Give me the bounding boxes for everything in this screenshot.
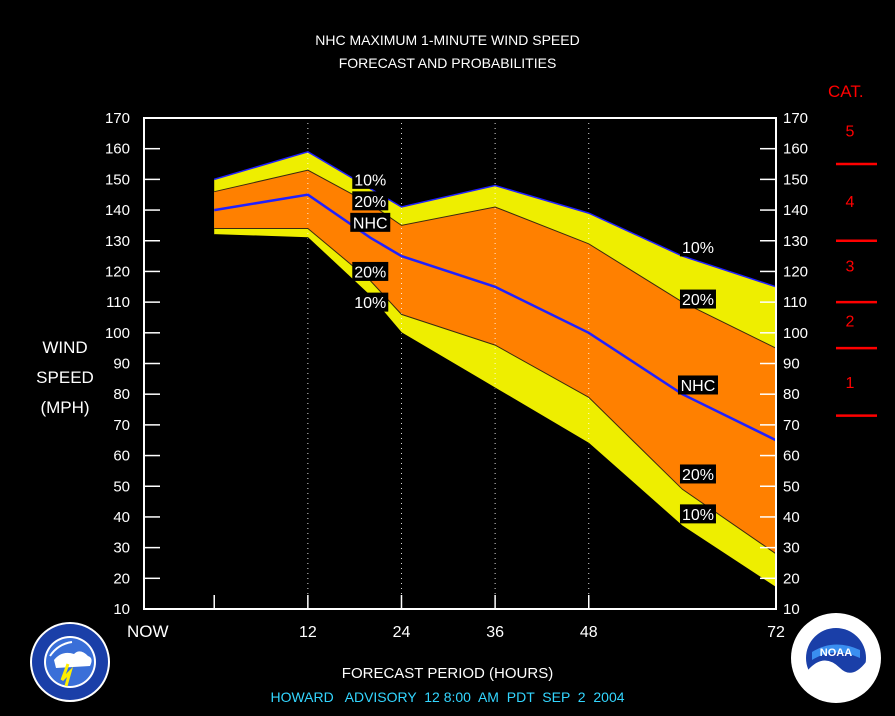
- y-tick-label-right-120: 120: [783, 263, 808, 280]
- y-tick-label-left-150: 150: [105, 171, 130, 188]
- y-tick-label-left-80: 80: [113, 386, 130, 403]
- x-tick-label-12: 12: [299, 624, 317, 641]
- series-line-20pct-lower: [214, 228, 777, 555]
- y-tick-label-left-110: 110: [106, 294, 130, 311]
- y-tick-label-left-40: 40: [113, 509, 130, 526]
- chart-title: NHC MAXIMUM 1-MINUTE WIND SPEED: [315, 32, 580, 48]
- point-label-2: NHC: [350, 212, 391, 232]
- point-label-0: 10%: [352, 169, 389, 189]
- point-label-text-7: NHC: [681, 378, 716, 395]
- point-label-text-2: NHC: [353, 215, 388, 232]
- y-tick-label-left-30: 30: [113, 540, 130, 557]
- category-label-4: 4: [846, 194, 855, 211]
- category-title: CAT.: [828, 82, 864, 101]
- y-tick-label-right-60: 60: [783, 448, 800, 465]
- svg-text:NOAA: NOAA: [820, 647, 852, 659]
- y-axis-label-line1: WIND: [42, 338, 88, 357]
- point-label-text-6: 20%: [682, 292, 714, 309]
- y-tick-label-right-50: 50: [783, 478, 800, 495]
- series-line-10pct-upper: [213, 150, 777, 288]
- point-label-text-1: 20%: [354, 194, 386, 211]
- y-tick-label-left-50: 50: [113, 478, 130, 495]
- y-tick-label-right-10: 10: [783, 601, 800, 618]
- x-tick-label-48: 48: [580, 624, 598, 641]
- point-label-text-8: 20%: [682, 467, 714, 484]
- category-label-1: 1: [846, 375, 855, 392]
- point-label-box-4: [352, 292, 389, 312]
- y-tick-label-right-170: 170: [783, 110, 808, 127]
- y-tick-label-right-140: 140: [783, 202, 808, 219]
- point-label-5: 10%: [679, 237, 716, 257]
- y-tick-label-left-170: 170: [105, 110, 130, 127]
- y-tick-label-right-100: 100: [783, 325, 808, 342]
- advisory-footer: HOWARD ADVISORY 12 8:00 AM PDT SEP 2 200…: [270, 689, 625, 705]
- category-label-5: 5: [846, 123, 855, 140]
- point-label-4: 10%: [352, 292, 389, 312]
- point-label-box-1: [352, 191, 389, 211]
- point-label-box-5: [679, 237, 716, 257]
- x-tick-label-24: 24: [393, 624, 411, 641]
- category-label-2: 2: [846, 314, 855, 331]
- point-label-box-6: [679, 289, 716, 309]
- y-tick-label-right-130: 130: [783, 233, 808, 250]
- y-axis-label-line2: SPEED: [36, 368, 94, 387]
- point-label-9: 10%: [679, 504, 716, 524]
- category-label-3: 3: [846, 258, 855, 275]
- point-label-6: 20%: [679, 289, 716, 309]
- y-tick-label-left-10: 10: [113, 601, 130, 618]
- y-tick-label-left-120: 120: [105, 263, 130, 280]
- y-tick-label-left-160: 160: [105, 141, 130, 158]
- chart-subtitle: FORECAST AND PROBABILITIES: [338, 55, 557, 71]
- x-tick-label-36: 36: [486, 624, 504, 641]
- y-tick-label-left-70: 70: [113, 417, 130, 434]
- point-label-7: NHC: [677, 375, 718, 395]
- point-label-text-4: 10%: [354, 295, 386, 312]
- point-label-box-8: [679, 464, 716, 484]
- point-label-box-9: [679, 504, 716, 524]
- y-tick-label-right-30: 30: [783, 540, 800, 557]
- y-axis-label-line3: (MPH): [40, 398, 90, 417]
- y-tick-label-right-70: 70: [783, 417, 800, 434]
- point-label-box-3: [352, 261, 389, 281]
- y-tick-label-right-110: 110: [783, 294, 807, 311]
- point-label-1: 20%: [352, 191, 389, 211]
- y-tick-label-right-40: 40: [783, 509, 800, 526]
- y-tick-label-right-150: 150: [783, 171, 808, 188]
- point-label-text-3: 20%: [354, 264, 386, 281]
- point-label-box-0: [352, 169, 389, 189]
- x-tick-label-72: 72: [767, 624, 785, 641]
- y-tick-label-right-90: 90: [783, 356, 800, 373]
- point-label-text-5: 10%: [682, 240, 714, 257]
- series-line-nhc: [213, 193, 777, 442]
- x-axis-label: FORECAST PERIOD (HOURS): [341, 665, 554, 682]
- y-tick-label-left-60: 60: [113, 448, 130, 465]
- y-tick-label-right-20: 20: [783, 570, 800, 587]
- point-label-box-7: [677, 375, 718, 395]
- y-tick-label-left-100: 100: [105, 325, 130, 342]
- point-label-text-9: 10%: [682, 507, 714, 524]
- point-label-3: 20%: [352, 261, 389, 281]
- point-label-box-2: [350, 212, 391, 232]
- y-tick-label-right-160: 160: [783, 141, 808, 158]
- y-tick-label-left-130: 130: [105, 233, 130, 250]
- series-line-20pct-upper: [214, 169, 777, 349]
- y-tick-label-left-90: 90: [113, 356, 130, 373]
- y-tick-label-right-80: 80: [783, 386, 800, 403]
- point-label-8: 20%: [679, 464, 716, 484]
- x-tick-label-NOW: NOW: [127, 622, 169, 641]
- point-label-text-0: 10%: [354, 172, 386, 189]
- series-line-10pct-lower: [214, 234, 777, 588]
- y-tick-label-left-140: 140: [105, 202, 130, 219]
- y-tick-label-left-20: 20: [113, 570, 130, 587]
